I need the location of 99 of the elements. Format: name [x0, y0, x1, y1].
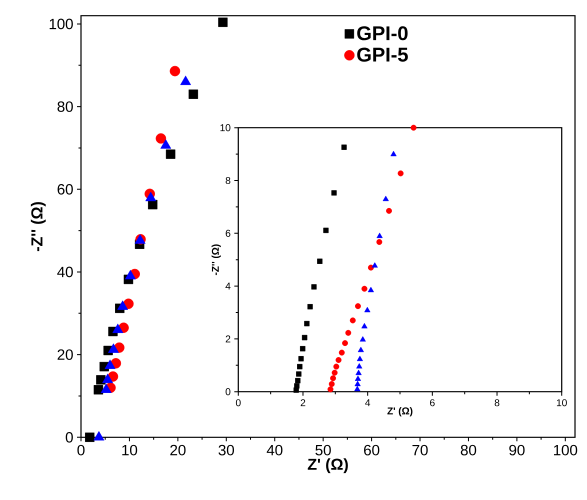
- point: [170, 66, 180, 76]
- y-tick-label: 20: [58, 349, 73, 360]
- point: [166, 149, 176, 159]
- y-tick-label: 60: [58, 184, 73, 195]
- point: [188, 90, 198, 99]
- point: [85, 432, 94, 442]
- point: [317, 258, 322, 264]
- point: [356, 370, 362, 376]
- point: [390, 150, 397, 156]
- y-tick-label: 80: [58, 101, 73, 112]
- y-tick-label: 40: [57, 266, 73, 278]
- point: [328, 381, 335, 387]
- point: [298, 356, 304, 362]
- point: [368, 264, 374, 271]
- point: [333, 364, 340, 370]
- point: [356, 356, 363, 362]
- x-tick-label: 60: [364, 444, 380, 456]
- point: [354, 380, 361, 386]
- legend-label: GPI-5: [357, 48, 408, 62]
- point: [372, 262, 378, 268]
- x-tick-label: 2: [300, 399, 306, 406]
- x-tick-label: 30: [218, 444, 234, 456]
- y-tick-label: 2: [226, 335, 230, 342]
- y-tick-label: 0: [66, 432, 73, 443]
- x-tick-label: 4: [365, 399, 370, 406]
- x-tick-label: 0: [236, 399, 241, 406]
- x-tick-label: 50: [315, 444, 331, 456]
- y-tick-label: 8: [226, 176, 230, 184]
- point: [328, 386, 334, 392]
- point: [307, 304, 313, 310]
- y-tick-label: 10: [220, 124, 230, 132]
- x-tick-label: 10: [556, 399, 567, 406]
- x-tick-label: 80: [460, 444, 476, 456]
- point: [361, 322, 368, 328]
- point: [332, 370, 338, 376]
- point: [360, 336, 366, 342]
- point: [311, 284, 317, 290]
- x-tick-label: 6: [430, 399, 435, 406]
- point: [94, 385, 104, 394]
- point: [338, 350, 345, 356]
- point: [297, 364, 302, 370]
- x-tick-label: 70: [412, 444, 428, 456]
- point: [108, 343, 119, 353]
- point: [398, 170, 404, 176]
- point: [112, 324, 124, 334]
- point: [382, 196, 389, 202]
- x-tick-label: 20: [170, 444, 186, 456]
- y-tick-label: 100: [50, 18, 73, 30]
- point: [368, 286, 374, 292]
- point: [345, 330, 352, 336]
- point: [331, 190, 337, 196]
- y-tick-label: 0: [226, 388, 230, 396]
- point: [94, 431, 104, 440]
- point: [296, 371, 302, 377]
- point: [341, 144, 347, 150]
- point: [410, 124, 417, 131]
- point: [125, 270, 136, 280]
- point: [354, 386, 360, 392]
- point: [117, 300, 128, 310]
- point: [323, 228, 329, 234]
- point: [364, 306, 370, 312]
- x-tick-label: 10: [122, 444, 138, 456]
- y-tick-label: 6: [226, 230, 230, 237]
- x-axis-title: Z' (Ω): [387, 407, 412, 416]
- point: [330, 375, 336, 382]
- x-axis-title: Z' (Ω): [308, 458, 348, 474]
- point: [342, 340, 348, 346]
- point: [295, 378, 300, 384]
- point: [304, 320, 310, 326]
- point: [145, 192, 156, 202]
- point: [358, 346, 364, 352]
- y-tick-label: 4: [225, 282, 230, 290]
- point: [376, 239, 382, 245]
- point: [350, 317, 356, 324]
- point: [102, 374, 114, 384]
- x-tick-label: 90: [509, 444, 525, 456]
- point: [354, 376, 362, 381]
- x-tick-label: 40: [266, 444, 282, 456]
- point: [180, 76, 192, 86]
- point: [302, 334, 308, 340]
- y-axis-title: -Z'' (Ω): [30, 202, 46, 252]
- point: [156, 133, 166, 144]
- point: [218, 18, 228, 28]
- point: [356, 363, 362, 368]
- point: [100, 384, 112, 393]
- point: [160, 139, 172, 149]
- point: [300, 346, 306, 352]
- point: [376, 232, 383, 238]
- point: [294, 383, 300, 389]
- x-tick-label: 8: [494, 399, 500, 406]
- point: [361, 286, 368, 292]
- x-tick-label: 0: [77, 444, 85, 456]
- legend-label: GPI-0: [357, 26, 408, 40]
- x-tick-label: 100: [554, 444, 578, 456]
- point: [336, 357, 342, 363]
- point: [355, 303, 361, 310]
- point: [104, 360, 116, 369]
- point: [386, 208, 392, 214]
- y-axis-title: -Z'' (Ω): [212, 244, 221, 276]
